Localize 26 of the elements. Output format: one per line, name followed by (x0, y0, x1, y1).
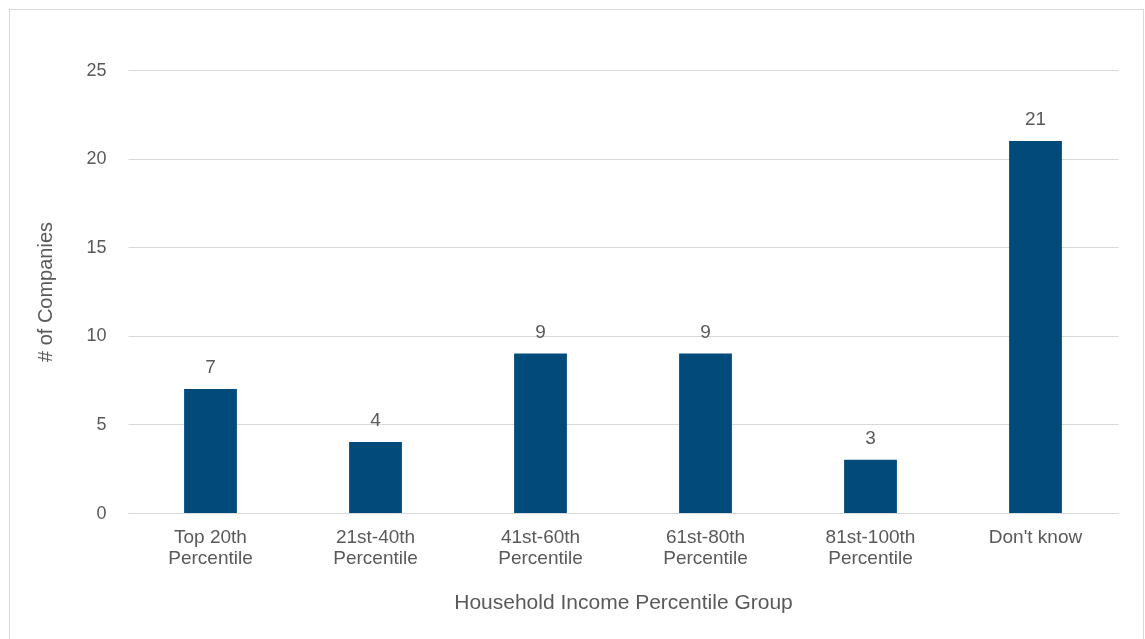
x-tick-label: 41st-60th Percentile (498, 525, 583, 568)
y-tick-label: 25 (86, 59, 107, 80)
data-label: 7 (205, 355, 216, 377)
data-label: 3 (865, 426, 876, 448)
bar (349, 442, 402, 513)
x-tick-label: 21st-40th Percentile (333, 525, 418, 568)
data-label: 4 (370, 409, 382, 431)
bar (184, 388, 237, 513)
bar (1009, 140, 1062, 513)
x-axis-title: Household Income Percentile Group (454, 589, 793, 613)
y-tick-label: 5 (96, 413, 107, 434)
bar (844, 459, 897, 513)
data-label: 9 (700, 320, 711, 342)
data-label: 9 (535, 320, 546, 342)
x-tick-label: Don't know (988, 525, 1083, 547)
y-tick-label: 10 (86, 325, 107, 346)
x-tick-label: 81st-100th Percentile (825, 525, 916, 568)
x-tick-label: Top 20th Percentile (168, 525, 253, 568)
y-tick-label: 20 (86, 148, 107, 169)
y-axis-title: # of Companies (34, 221, 57, 363)
bar (679, 353, 732, 513)
bar (514, 353, 567, 513)
x-tick-label: 61st-80th Percentile (663, 525, 748, 568)
y-tick-label: 15 (86, 236, 107, 257)
data-label: 21 (1024, 107, 1047, 129)
y-tick-label: 0 (96, 502, 107, 523)
